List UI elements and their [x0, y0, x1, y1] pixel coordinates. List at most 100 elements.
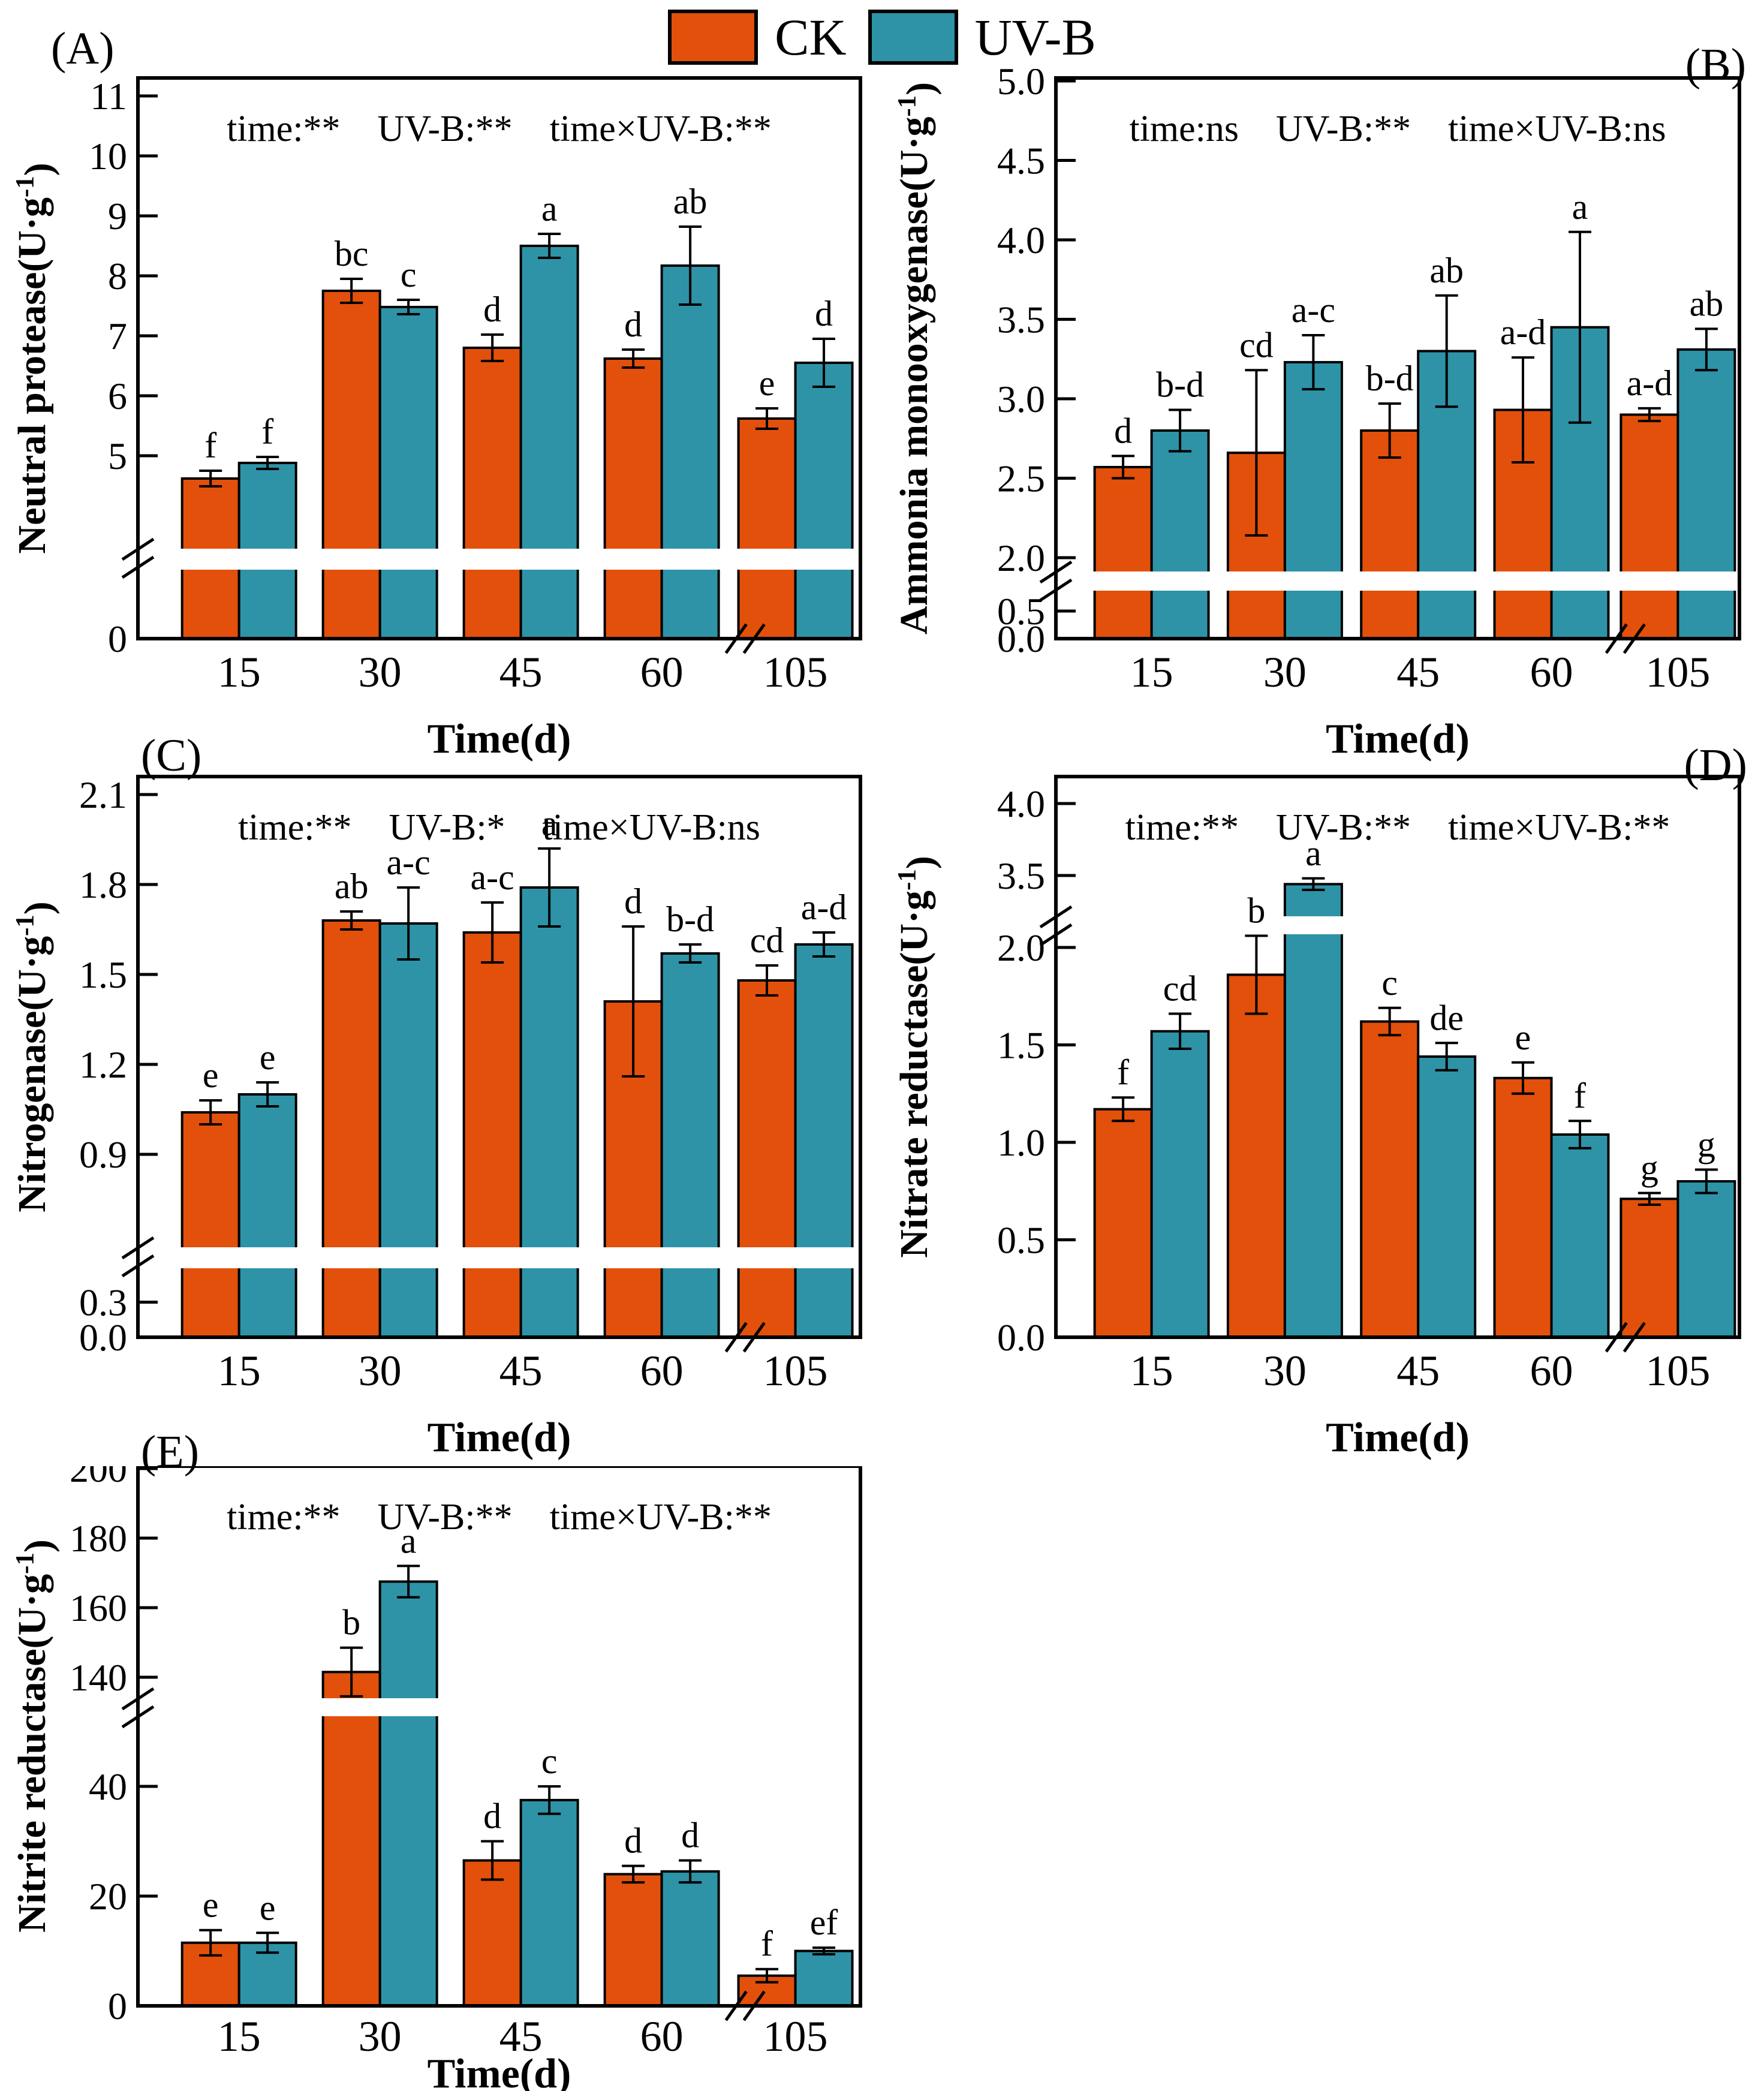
sig-letter-uv-b-15: e	[260, 1037, 276, 1077]
y-axis-title: Nitrite reductase(U·g-1)	[10, 1539, 60, 1933]
sig-letter-uv-b-45: ab	[1429, 251, 1464, 290]
sig-letter-uv-b-30: a-c	[1292, 290, 1335, 330]
bar-ck-30	[1226, 973, 1286, 1338]
y-tick-label: 1.2	[79, 1043, 127, 1086]
sig-letter-ck-60: d	[624, 881, 642, 921]
bar-uv-b-30	[378, 1580, 438, 2007]
y-break-slash	[1039, 578, 1073, 602]
bar-uv-b-60	[1550, 1133, 1610, 1338]
anova-stats-line: time:** UV-B:* time×UV-B:ns	[238, 807, 760, 848]
bar-uv-b-60	[660, 264, 720, 640]
x-break-slash	[742, 1990, 766, 2021]
y-tick-label: 8	[108, 255, 127, 297]
anova-stats-line: time:** UV-B:** time×UV-B:**	[227, 109, 772, 149]
x-axis-title: Time(d)	[428, 2051, 571, 2091]
y-axis-title: Nitrate reductase(U·g-1)	[892, 856, 942, 1257]
bar-ck-30	[321, 1671, 381, 2007]
sig-letter-uv-b-45: a	[541, 804, 558, 843]
x-tick-label-105: 105	[763, 648, 828, 696]
y-axis-break-band	[140, 549, 859, 570]
bar-ck-105	[737, 417, 797, 640]
sig-letter-ck-15: d	[1114, 411, 1132, 450]
sig-letter-uv-b-30: a	[401, 1521, 417, 1560]
y-tick-label: 6	[108, 375, 127, 417]
y-break-slash	[121, 1236, 155, 1260]
bar-uv-b-45	[519, 886, 579, 1338]
y-tick-label: 40	[89, 1765, 127, 1808]
plot-frame	[1054, 775, 1741, 1339]
bar-uv-b-45	[1417, 1055, 1477, 1338]
sig-letter-ck-30: b	[1247, 891, 1265, 931]
bar-ck-105	[1619, 413, 1679, 640]
panel-c-letter: (C)	[141, 730, 202, 781]
sig-letter-ck-105: cd	[750, 920, 784, 960]
chart-B: 0.00.5 2.0 2.5 3.0 3.5 4.0 4.5 5.0 15 30 45 60 105 ti…	[892, 69, 1741, 762]
sig-letter-uv-b-30: a-c	[387, 843, 431, 882]
plot-frame	[136, 1466, 862, 2008]
bar-ck-15	[1093, 1108, 1153, 1338]
bar-ck-45	[1360, 1020, 1420, 1338]
x-tick-label-60: 60	[640, 1347, 684, 1395]
y-tick-label: 0.0	[79, 1316, 127, 1359]
y-tick-label: 200	[70, 1466, 127, 1490]
y-break-slash	[1039, 905, 1073, 929]
y-tick-label: 0.9	[79, 1133, 127, 1176]
bar-ck-45	[462, 1859, 522, 2008]
bar-ck-105	[737, 979, 797, 1338]
bar-uv-b-105	[1676, 348, 1736, 640]
x-tick-label-30: 30	[359, 648, 402, 696]
sig-letter-ck-45: d	[483, 1797, 501, 1836]
sig-letter-uv-b-45: a	[541, 189, 558, 228]
bar-uv-b-45	[519, 1798, 579, 2007]
chart-legend: CK UV-B	[0, 10, 1764, 65]
sig-letter-uv-b-105: ab	[1690, 284, 1724, 323]
y-tick-label: 1.5	[79, 953, 127, 996]
y-tick-label: 4.0	[997, 783, 1045, 825]
sig-letter-ck-15: f	[204, 426, 216, 465]
panel-c-nitrogenase: (C) 0.0 0.3 0.9 1.2 1.5 1.8 2.1 15 30 45 60 105 time…	[0, 733, 882, 1466]
panel-a-letter: (A)	[51, 23, 115, 74]
y-break-slash	[121, 537, 155, 561]
bar-ck-45	[462, 347, 522, 640]
y-axis-title: Ammonia monooxygenase(U·g-1)	[892, 82, 942, 634]
panel-b-letter: (B)	[1685, 40, 1746, 90]
x-tick-label-45: 45	[499, 1347, 543, 1395]
panel-e-nitrite-reductase: (E) 0 20 40 140 160 180 200 15 30 45 60 105 time:** …	[0, 1429, 882, 2091]
x-tick-label-30: 30	[359, 1347, 402, 1395]
x-tick-label-15: 15	[1130, 648, 1173, 696]
x-tick-label-15: 15	[218, 1347, 261, 1395]
anova-stats-line: time:** UV-B:** time×UV-B:**	[227, 1497, 772, 1538]
sig-letter-ck-105: a-d	[1627, 363, 1673, 403]
x-tick-label-105: 105	[763, 1347, 828, 1395]
y-tick-label: 11	[90, 75, 127, 118]
bar-ck-45	[462, 931, 522, 1338]
panel-b-ammonia-monooxygenase: (B) 0.0 0.5 2.0 2.5 3.0 3.5 4.0 4.5 5.0 15 30 45 60 1…	[882, 42, 1764, 768]
plot-frame	[136, 76, 862, 640]
y-tick-label: 160	[70, 1587, 127, 1629]
y-tick-label: 0.0	[997, 1316, 1045, 1359]
sig-letter-uv-b-105: ef	[810, 1903, 838, 1942]
bar-ck-105	[1619, 1198, 1679, 1338]
anova-stats-line: time:** UV-B:** time×UV-B:**	[1125, 807, 1670, 848]
y-tick-label: 0.0	[997, 618, 1045, 660]
bar-uv-b-45	[519, 245, 579, 640]
sig-letter-ck-15: e	[203, 1055, 219, 1095]
bar-ck-45	[1360, 429, 1420, 640]
x-tick-label-30: 30	[1263, 648, 1307, 696]
y-tick-label: 9	[108, 195, 127, 237]
sig-letter-uv-b-15: cd	[1163, 969, 1197, 1009]
bar-uv-b-15	[237, 1093, 297, 1338]
bar-uv-b-60	[660, 1870, 720, 2008]
x-tick-label-45: 45	[1396, 648, 1440, 696]
panel-d-letter: (D)	[1684, 740, 1747, 790]
x-tick-label-45: 45	[499, 2012, 543, 2060]
sig-letter-uv-b-105: a-d	[801, 887, 847, 927]
y-tick-label: 10	[89, 135, 127, 177]
sig-letter-uv-b-45: c	[541, 1741, 558, 1781]
y-axis-break-band	[1058, 571, 1738, 591]
sig-letter-uv-b-60: b-d	[666, 899, 714, 939]
x-break-slash	[1622, 1322, 1646, 1353]
sig-letter-uv-b-30: c	[401, 255, 417, 294]
sig-letter-ck-45: a-c	[471, 858, 514, 897]
y-tick-label: 0.5	[997, 590, 1045, 633]
